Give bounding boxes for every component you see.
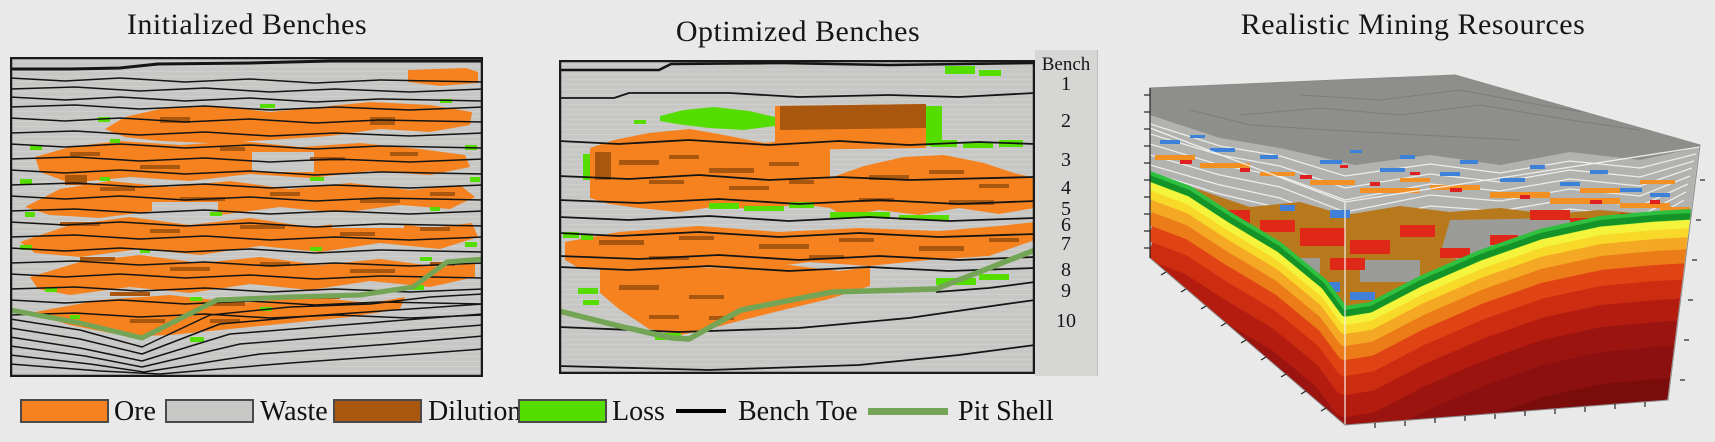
bench-tick-4: 4 xyxy=(1061,177,1071,199)
bench-tick-3: 3 xyxy=(1061,149,1071,171)
dilution-patches xyxy=(60,117,455,323)
legend-item-pit-shell: Pit Shell xyxy=(868,396,1098,428)
plot-border xyxy=(10,57,483,377)
plot-border xyxy=(559,60,1035,374)
legend-item-waste: Waste xyxy=(165,396,375,428)
initialized-panel-title: Initialized Benches xyxy=(126,8,368,41)
bench-tick-6: 6 xyxy=(1061,214,1071,236)
ore-label: Ore xyxy=(114,396,156,427)
terrain-contours xyxy=(1189,89,1641,141)
pit-bottom-contours xyxy=(10,293,483,375)
waste-label: Waste xyxy=(260,396,328,427)
dilution-label: Dilution xyxy=(428,396,522,427)
bench-tick-9: 9 xyxy=(1061,280,1071,302)
bench-toe-line-swatch xyxy=(676,409,726,413)
bench-tick-1: 1 xyxy=(1061,73,1071,95)
axis-ticks xyxy=(1144,88,1705,428)
bench-axis-title: Bench xyxy=(1041,54,1091,75)
ore-swatch xyxy=(20,399,109,423)
dilution-swatch xyxy=(333,399,422,423)
waste-swatch xyxy=(165,399,254,423)
pit-shell-line-swatch xyxy=(868,408,948,415)
pit-shell-label: Pit Shell xyxy=(958,396,1054,427)
legend-item-loss: Loss xyxy=(518,396,718,428)
terrain-surface xyxy=(1150,75,1700,165)
bench-tick-10: 10 xyxy=(1056,310,1076,332)
realistic-panel-title: Realistic Mining Resources xyxy=(1240,8,1586,41)
optimized-panel-title: Optimized Benches xyxy=(675,15,921,48)
bench-tick-8: 8 xyxy=(1061,259,1071,281)
loss-label: Loss xyxy=(612,396,665,427)
bench-tick-2: 2 xyxy=(1061,110,1071,132)
bench-axis: Bench 1 2 3 4 5 6 7 8 9 10 xyxy=(1035,50,1098,376)
bench-toe-label: Bench Toe xyxy=(738,396,858,427)
realistic-resources-3d-model xyxy=(1144,74,1705,428)
pit-shell-line xyxy=(559,247,1035,342)
pit-shell-line xyxy=(10,256,483,341)
initialized-benches-plot xyxy=(10,57,483,377)
loss-swatch xyxy=(518,399,607,423)
bench-tick-7: 7 xyxy=(1061,233,1071,255)
legend-item-ore: Ore xyxy=(20,396,220,428)
red-speckles xyxy=(1180,160,1660,204)
bench-tick-5: 5 xyxy=(1061,198,1071,220)
legend-item-dilution: Dilution xyxy=(333,396,563,428)
optimized-benches-plot xyxy=(559,60,1035,374)
legend-item-bench-toe: Bench Toe xyxy=(676,396,896,428)
blue-speckles xyxy=(1160,135,1670,197)
bench-toe-lines xyxy=(559,61,1035,371)
